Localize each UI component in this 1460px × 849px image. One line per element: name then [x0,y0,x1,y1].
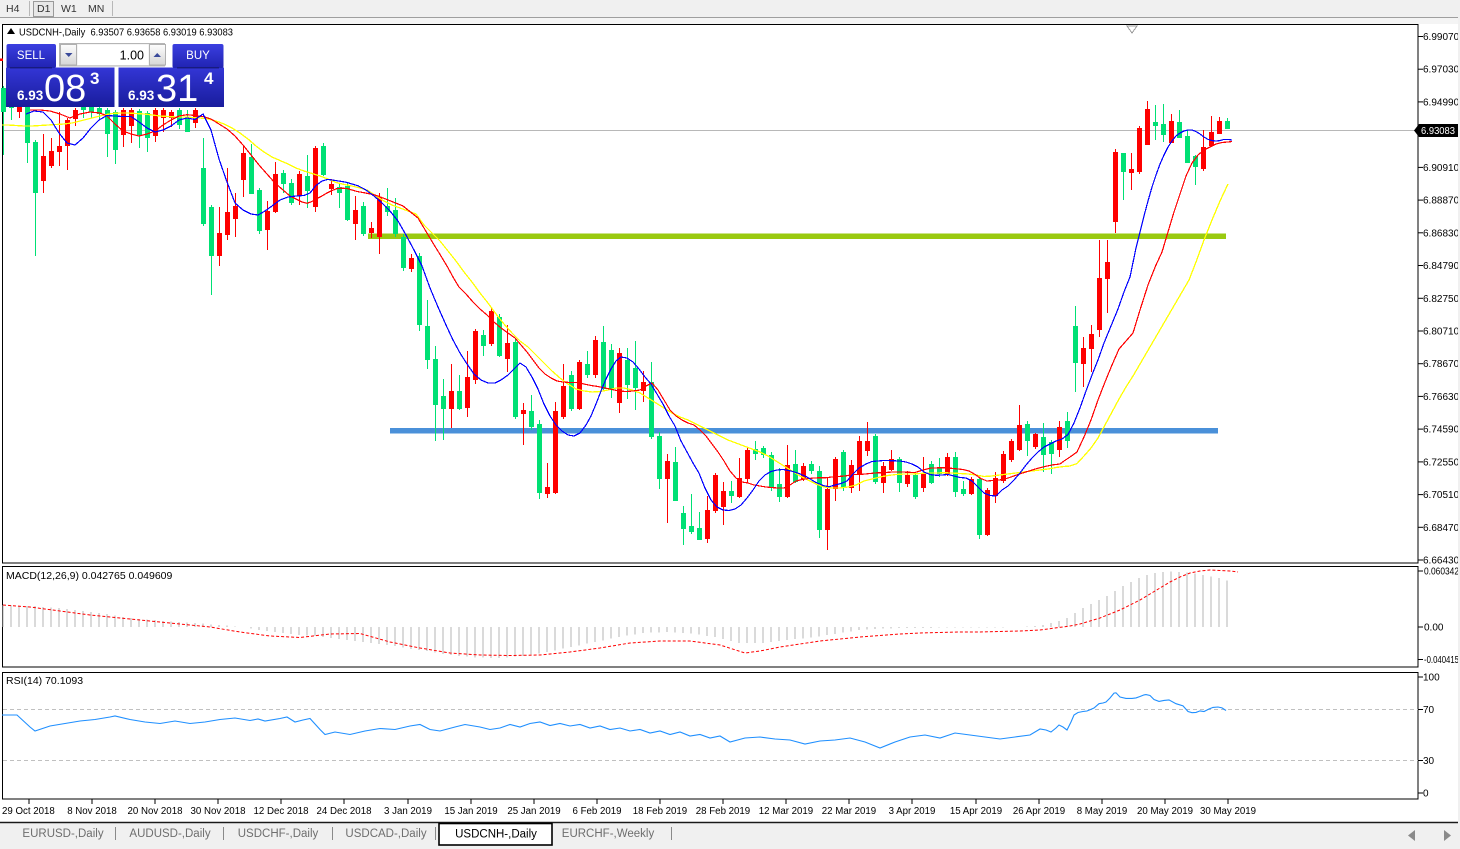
svg-text:W1: W1 [61,3,77,15]
svg-text:6.82750: 6.82750 [1423,294,1460,305]
svg-text:6.80710: 6.80710 [1423,327,1460,338]
svg-text:6.88870: 6.88870 [1423,196,1460,207]
svg-text:20 May 2019: 20 May 2019 [1137,806,1193,817]
svg-text:6.78670: 6.78670 [1423,359,1460,370]
svg-text:6.74590: 6.74590 [1423,425,1460,436]
svg-text:6.76630: 6.76630 [1423,392,1460,403]
svg-text:15 Jan 2019: 15 Jan 2019 [444,806,497,817]
svg-text:25 Jan 2019: 25 Jan 2019 [507,806,560,817]
svg-text:20 Nov 2018: 20 Nov 2018 [128,806,183,817]
svg-text:30 May 2019: 30 May 2019 [1200,806,1256,817]
svg-text:12 Dec 2018: 12 Dec 2018 [254,806,309,817]
svg-text:15 Apr 2019: 15 Apr 2019 [950,806,1002,817]
svg-text:RSI(14) 70.1093: RSI(14) 70.1093 [6,675,83,687]
svg-text:08: 08 [44,68,86,110]
svg-text:0.060342: 0.060342 [1424,567,1459,578]
svg-text:6.93083: 6.93083 [1421,126,1455,137]
svg-text:100: 100 [1423,673,1440,684]
svg-text:6.93: 6.93 [17,88,44,103]
svg-text:1.00: 1.00 [120,49,144,63]
svg-text:30: 30 [1423,756,1435,767]
svg-text:0: 0 [1423,789,1429,800]
svg-text:4: 4 [204,69,214,88]
svg-text:USDCNH-,Daily: USDCNH-,Daily [455,829,537,841]
svg-text:EURUSD-,Daily: EURUSD-,Daily [22,828,103,840]
svg-text:6.70510: 6.70510 [1423,490,1460,501]
svg-text:3 Jan 2019: 3 Jan 2019 [384,806,432,817]
svg-text:EURCHF-,Weekly: EURCHF-,Weekly [562,828,655,840]
svg-text:6.99070: 6.99070 [1423,32,1460,43]
svg-text:70: 70 [1423,705,1435,716]
svg-text:6.68470: 6.68470 [1423,523,1460,534]
svg-text:BUY: BUY [186,50,210,62]
svg-text:USDCNH-,Daily 6.93507 6.93658: USDCNH-,Daily 6.93507 6.93658 6.93019 6.… [19,28,233,39]
svg-text:-0.040415: -0.040415 [1424,655,1459,666]
svg-text:MN: MN [88,3,104,15]
svg-text:28 Feb 2019: 28 Feb 2019 [696,806,750,817]
svg-text:6.90910: 6.90910 [1423,163,1460,174]
svg-text:6.86830: 6.86830 [1423,228,1460,239]
svg-text:6.93: 6.93 [128,88,155,103]
svg-text:22 Mar 2019: 22 Mar 2019 [822,806,876,817]
svg-text:6.94990: 6.94990 [1423,97,1460,108]
svg-text:6.84790: 6.84790 [1423,261,1460,272]
svg-text:USDCHF-,Daily: USDCHF-,Daily [238,828,319,840]
svg-text:6.66430: 6.66430 [1423,556,1460,567]
svg-text:6.72550: 6.72550 [1423,457,1460,468]
svg-text:3 Apr 2019: 3 Apr 2019 [889,806,936,817]
svg-text:H4: H4 [6,3,20,15]
svg-text:6.97030: 6.97030 [1423,65,1460,76]
svg-text:3: 3 [90,69,99,88]
svg-text:USDCAD-,Daily: USDCAD-,Daily [345,828,426,840]
svg-text:AUDUSD-,Daily: AUDUSD-,Daily [129,828,210,840]
svg-text:MACD(12,26,9) 0.042765 0.04960: MACD(12,26,9) 0.042765 0.049609 [6,570,173,582]
svg-text:8 Nov 2018: 8 Nov 2018 [67,806,117,817]
svg-text:8 May 2019: 8 May 2019 [1077,806,1128,817]
svg-text:26 Apr 2019: 26 Apr 2019 [1013,806,1065,817]
svg-text:0.00: 0.00 [1424,623,1444,634]
svg-text:18 Feb 2019: 18 Feb 2019 [633,806,687,817]
svg-text:SELL: SELL [17,50,46,62]
svg-text:12 Mar 2019: 12 Mar 2019 [759,806,813,817]
svg-text:D1: D1 [37,3,51,15]
svg-text:29 Oct 2018: 29 Oct 2018 [2,806,55,817]
svg-text:31: 31 [156,68,198,110]
svg-text:24 Dec 2018: 24 Dec 2018 [317,806,372,817]
svg-text:30 Nov 2018: 30 Nov 2018 [191,806,246,817]
svg-text:6 Feb 2019: 6 Feb 2019 [572,806,621,817]
